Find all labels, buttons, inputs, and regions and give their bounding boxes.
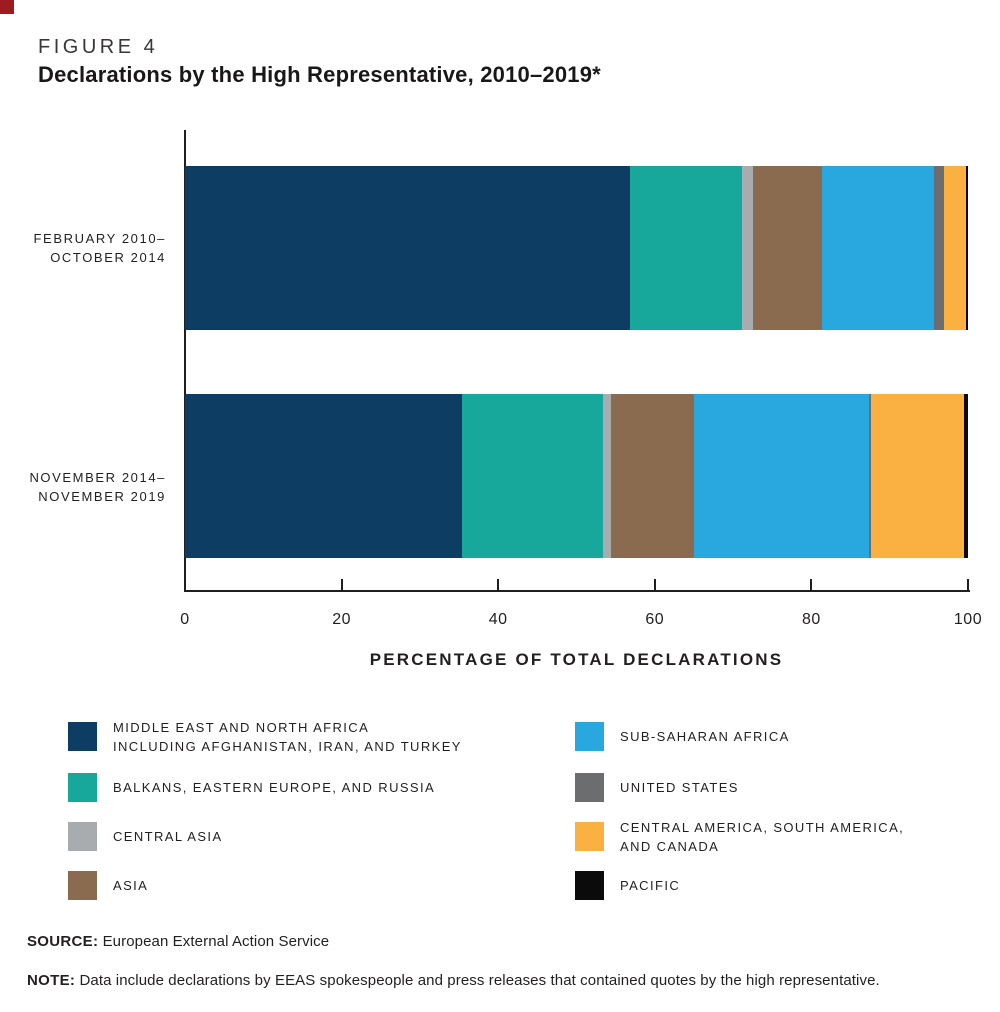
x-axis-tick <box>967 579 969 590</box>
bar-segment <box>629 166 743 330</box>
legend-label: ASIA <box>113 876 148 895</box>
category-label-line: FEBRUARY 2010– <box>33 231 166 246</box>
legend-swatch <box>575 822 604 851</box>
legend-label-line: UNITED STATES <box>620 780 739 795</box>
x-tick-label: 0 <box>180 611 190 628</box>
bar-segment <box>752 166 823 330</box>
source-line: SOURCE: European External Action Service <box>27 933 329 950</box>
bar-row <box>185 394 968 558</box>
legend-swatch <box>68 871 97 900</box>
legend-label-line: MIDDLE EAST AND NORTH AFRICA <box>113 719 370 735</box>
category-label-line: NOVEMBER 2014– <box>29 470 166 485</box>
source-text: European External Action Service <box>102 933 330 950</box>
y-axis-line <box>184 130 186 592</box>
chart-title: Declarations by the High Representative,… <box>38 62 601 87</box>
legend-swatch <box>575 773 604 802</box>
x-tick-label: 100 <box>953 611 983 628</box>
legend-label: CENTRAL AMERICA, SOUTH AMERICA, AND CANAD… <box>620 818 904 856</box>
x-axis-title: PERCENTAGE OF TOTAL DECLARATIONS <box>369 650 784 669</box>
bar-segment <box>822 166 935 330</box>
x-tick-label: 80 <box>801 611 821 628</box>
bar-segment <box>185 166 630 330</box>
legend-swatch <box>68 822 97 851</box>
source-label: SOURCE: <box>27 933 99 950</box>
bar-segment <box>934 166 944 330</box>
legend-swatch <box>575 871 604 900</box>
legend-label-line: CENTRAL AMERICA, SOUTH AMERICA, <box>620 819 905 835</box>
x-axis-line <box>184 590 970 592</box>
note-text: Data include declarations by EEAS spokes… <box>79 972 880 989</box>
x-tick-label: 20 <box>332 611 351 628</box>
legend-label-line: BALKANS, EASTERN EUROPE, AND RUSSIA <box>113 780 436 795</box>
legend-swatch <box>575 722 604 751</box>
bar-segment <box>869 394 871 558</box>
bar-segment <box>462 394 604 558</box>
figure-label: FIGURE 4 <box>38 36 159 58</box>
bar-segment <box>870 394 965 558</box>
bar-segment <box>964 394 968 558</box>
legend-label-line: PACIFIC <box>620 878 681 893</box>
legend-label: BALKANS, EASTERN EUROPE, AND RUSSIA <box>113 778 435 797</box>
legend-label-line: SUB-SAHARAN AFRICA <box>620 729 790 744</box>
bar-segment <box>742 166 753 330</box>
legend-label: UNITED STATES <box>620 778 739 797</box>
x-axis-tick <box>497 579 500 590</box>
legend-label-line: INCLUDING AFGHANISTAN, IRAN, AND TURKEY <box>113 738 462 754</box>
category-label-line: OCTOBER 2014 <box>50 250 166 265</box>
category-label: NOVEMBER 2014– NOVEMBER 2019 <box>22 468 166 506</box>
x-tick-label: 60 <box>645 611 665 628</box>
legend-label: PACIFIC <box>620 876 680 895</box>
category-label: FEBRUARY 2010– OCTOBER 2014 <box>22 229 166 267</box>
legend-swatch <box>68 722 97 751</box>
note-line: NOTE: Data include declarations by EEAS … <box>27 972 880 989</box>
bar-segment <box>943 166 966 330</box>
legend-label: CENTRAL ASIA <box>113 827 223 846</box>
bar-segment <box>185 394 463 558</box>
legend-swatch <box>68 773 97 802</box>
legend-label-line: ASIA <box>113 878 149 893</box>
bar-row <box>185 166 968 330</box>
category-label-line: NOVEMBER 2019 <box>38 489 166 504</box>
bar-segment <box>610 394 694 558</box>
corner-accent-mark <box>0 0 14 14</box>
x-axis-tick <box>810 579 813 590</box>
bar-segment <box>965 166 968 330</box>
legend-label-line: CENTRAL ASIA <box>113 829 223 844</box>
note-label: NOTE: <box>27 972 76 989</box>
legend-label: MIDDLE EAST AND NORTH AFRICA INCLUDING AF… <box>113 718 462 756</box>
legend-label: SUB-SAHARAN AFRICA <box>620 727 790 746</box>
bar-segment <box>603 394 611 558</box>
x-axis-tick <box>653 579 656 590</box>
legend-label-line: AND CANADA <box>620 838 720 854</box>
x-tick-label: 40 <box>488 611 508 628</box>
x-axis-tick <box>340 579 343 590</box>
bar-segment <box>693 394 870 558</box>
